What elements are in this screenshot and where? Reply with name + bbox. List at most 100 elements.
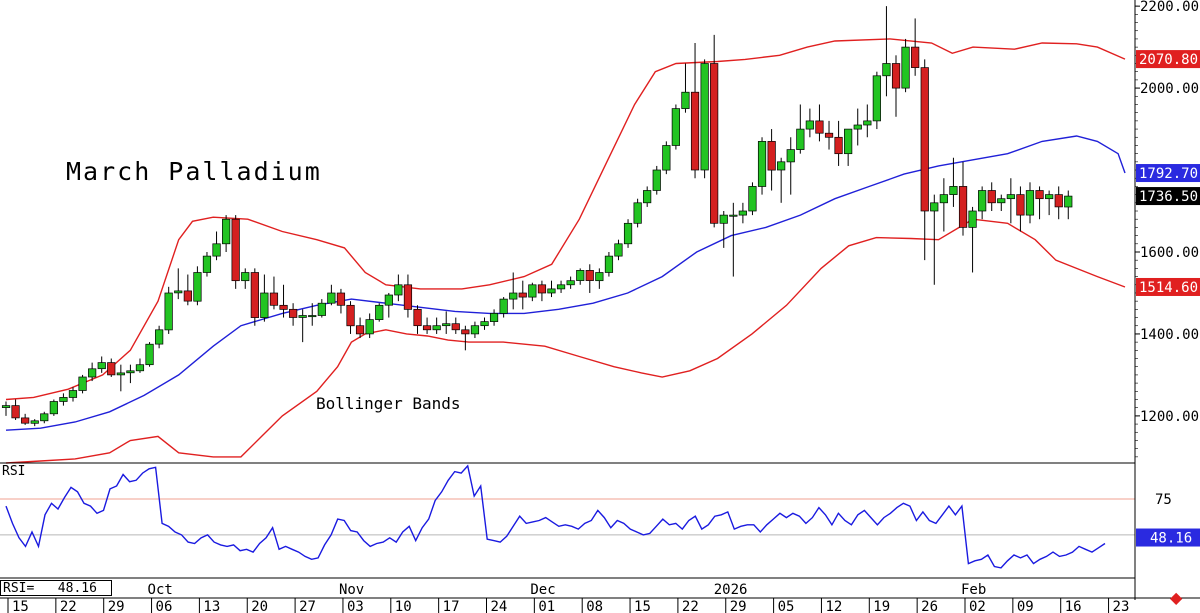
candle-body [250,272,259,318]
x-tick-label: 15 [12,599,29,613]
candle-body [863,120,872,126]
candle [413,305,422,334]
candle-body [289,308,298,318]
candle-body [968,210,977,228]
candle [59,393,68,406]
candle [509,272,518,310]
candle-body [174,290,183,294]
x-tick-label: 16 [1065,599,1082,613]
candle-body [59,397,68,402]
x-tick-label: 05 [778,599,795,613]
candle [968,206,977,273]
x-tick-label: 26 [921,599,938,613]
candle [308,303,317,326]
candle-body [135,364,145,372]
candle-body [633,202,642,224]
x-tick-label: 15 [634,599,651,613]
candle [346,301,355,334]
x-tick-label: 01 [538,599,555,613]
candle-body [155,329,164,345]
candle-body [451,323,460,331]
candle [844,128,853,166]
candle [116,364,125,392]
y-tick-label: 1400.00 [1140,327,1199,343]
candle-body [978,190,987,212]
candle [978,186,987,220]
rsi-readout: RSI= 48.16 [0,580,112,596]
candle-body [413,308,422,327]
month-label: Feb [961,582,986,598]
candle-body [796,128,805,150]
candle-body [279,304,288,310]
candle [260,274,269,322]
chart-title: March Palladium [66,157,322,186]
candle-body [700,63,709,171]
candle [451,317,460,334]
candle [595,268,604,289]
candle [853,108,862,146]
candle-body [834,136,843,155]
candle-body [652,169,661,191]
candle [958,161,968,236]
candle [480,317,489,330]
scroll-left-arrow-icon[interactable]: ◆ [1170,588,1183,607]
price-tag-label: 1736.50 [1139,189,1198,205]
candle-body [1006,194,1015,200]
candle-body [308,315,317,318]
candle [537,280,547,302]
candle-body [470,325,480,335]
candle-body [164,292,173,331]
candle-body [719,214,728,224]
candle-body [88,368,97,378]
candle [748,182,757,216]
candle-body [193,272,202,302]
candle [939,178,948,232]
candle-body [298,315,307,318]
candle-body [949,186,958,195]
candle [681,63,690,113]
candle-body [777,161,786,171]
bollinger-bands-annotation: Bollinger Bands [316,394,461,413]
candle-body [939,194,948,204]
candle-body [1025,190,1035,216]
candle [317,299,326,318]
candle-body [499,298,508,314]
candle [21,413,30,425]
candle-body [145,343,154,366]
price-tag: 1736.50 [1136,187,1200,206]
x-tick-label: 02 [969,599,986,613]
candle [355,317,365,339]
candle-body [480,321,489,327]
candle-body [327,292,336,304]
candle-body [78,376,87,391]
candle-body [403,284,413,310]
candle-body [815,120,824,134]
candle-body [11,405,20,419]
x-tick-label: 29 [108,599,125,613]
rsi-value-box [1136,528,1200,547]
candle [623,219,633,248]
x-tick-label: 17 [443,599,460,613]
x-tick-label: 24 [491,599,508,613]
candle-body [566,280,575,286]
candle-body [1064,195,1073,208]
candle-body [1045,194,1054,200]
candle [365,313,374,339]
candle [652,165,661,195]
candle-body [518,292,527,298]
candle [671,104,680,150]
candle [767,129,776,191]
candle [786,137,795,195]
candle-body [97,362,106,370]
candle [78,374,87,394]
candle [987,182,996,212]
candle [174,268,183,300]
candle [757,137,767,195]
rsi-panel-title: RSI [2,464,25,479]
candle-body [30,420,39,424]
month-label: Nov [339,582,364,598]
candle [643,186,652,207]
rsi-tick-label: 75 [1155,492,1172,508]
candle-body [317,302,326,316]
x-tick-label: 19 [873,599,890,613]
